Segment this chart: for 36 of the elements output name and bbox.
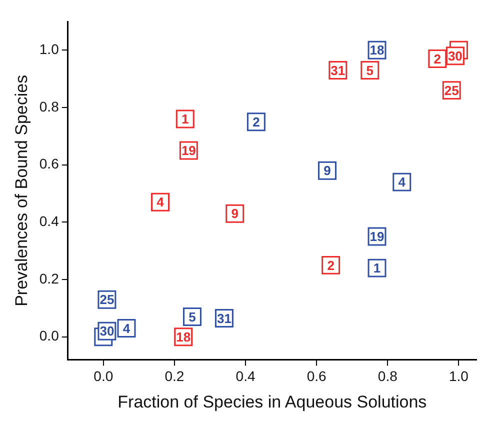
y-axis-title: Prevalences of Bound Species bbox=[12, 74, 31, 306]
annotation: 30 bbox=[100, 324, 114, 339]
annotation: 1 bbox=[182, 112, 189, 127]
annotation: 5 bbox=[188, 309, 196, 324]
y-tick-label: 0.4 bbox=[39, 213, 60, 230]
annotation: 18 bbox=[370, 42, 384, 58]
annotation: 4 bbox=[122, 320, 131, 336]
annotation: 4 bbox=[398, 174, 406, 190]
annotation: 2 bbox=[434, 51, 442, 66]
annotation: 19 bbox=[370, 229, 384, 244]
annotation: 9 bbox=[231, 206, 238, 222]
annotation: 5 bbox=[366, 62, 374, 78]
y-tick-label: 0.2 bbox=[39, 270, 60, 286]
y-tick-label: 0.8 bbox=[39, 98, 60, 114]
annotation: 25 bbox=[444, 82, 459, 98]
x-tick-label: 0.4 bbox=[236, 368, 256, 384]
annotation: 18 bbox=[176, 329, 191, 344]
x-tick-label: 0.2 bbox=[164, 368, 184, 384]
annotation: 31 bbox=[330, 62, 346, 78]
annotation: 9 bbox=[324, 163, 331, 178]
annotation: 25 bbox=[100, 292, 114, 308]
x-axis-title: Fraction of Species in Aqueous Solutions bbox=[118, 392, 427, 412]
annotation: 31 bbox=[216, 310, 232, 326]
x-tick-label: 1.0 bbox=[449, 368, 469, 384]
x-tick-label: 0.6 bbox=[306, 368, 327, 384]
y-tick-label: 0.6 bbox=[39, 156, 60, 172]
annotation: 19 bbox=[181, 143, 196, 158]
annotation: 1 bbox=[373, 260, 381, 276]
y-tick-label: 1.0 bbox=[39, 41, 60, 58]
annotation: 2 bbox=[252, 114, 260, 130]
x-tick-label: 0.8 bbox=[378, 368, 398, 384]
x-tick-label: 0.0 bbox=[94, 368, 114, 384]
annotation: 4 bbox=[156, 194, 165, 210]
annotation: 30 bbox=[448, 48, 462, 64]
annotation: 2 bbox=[327, 258, 334, 273]
y-tick-label: 0.0 bbox=[39, 328, 60, 344]
